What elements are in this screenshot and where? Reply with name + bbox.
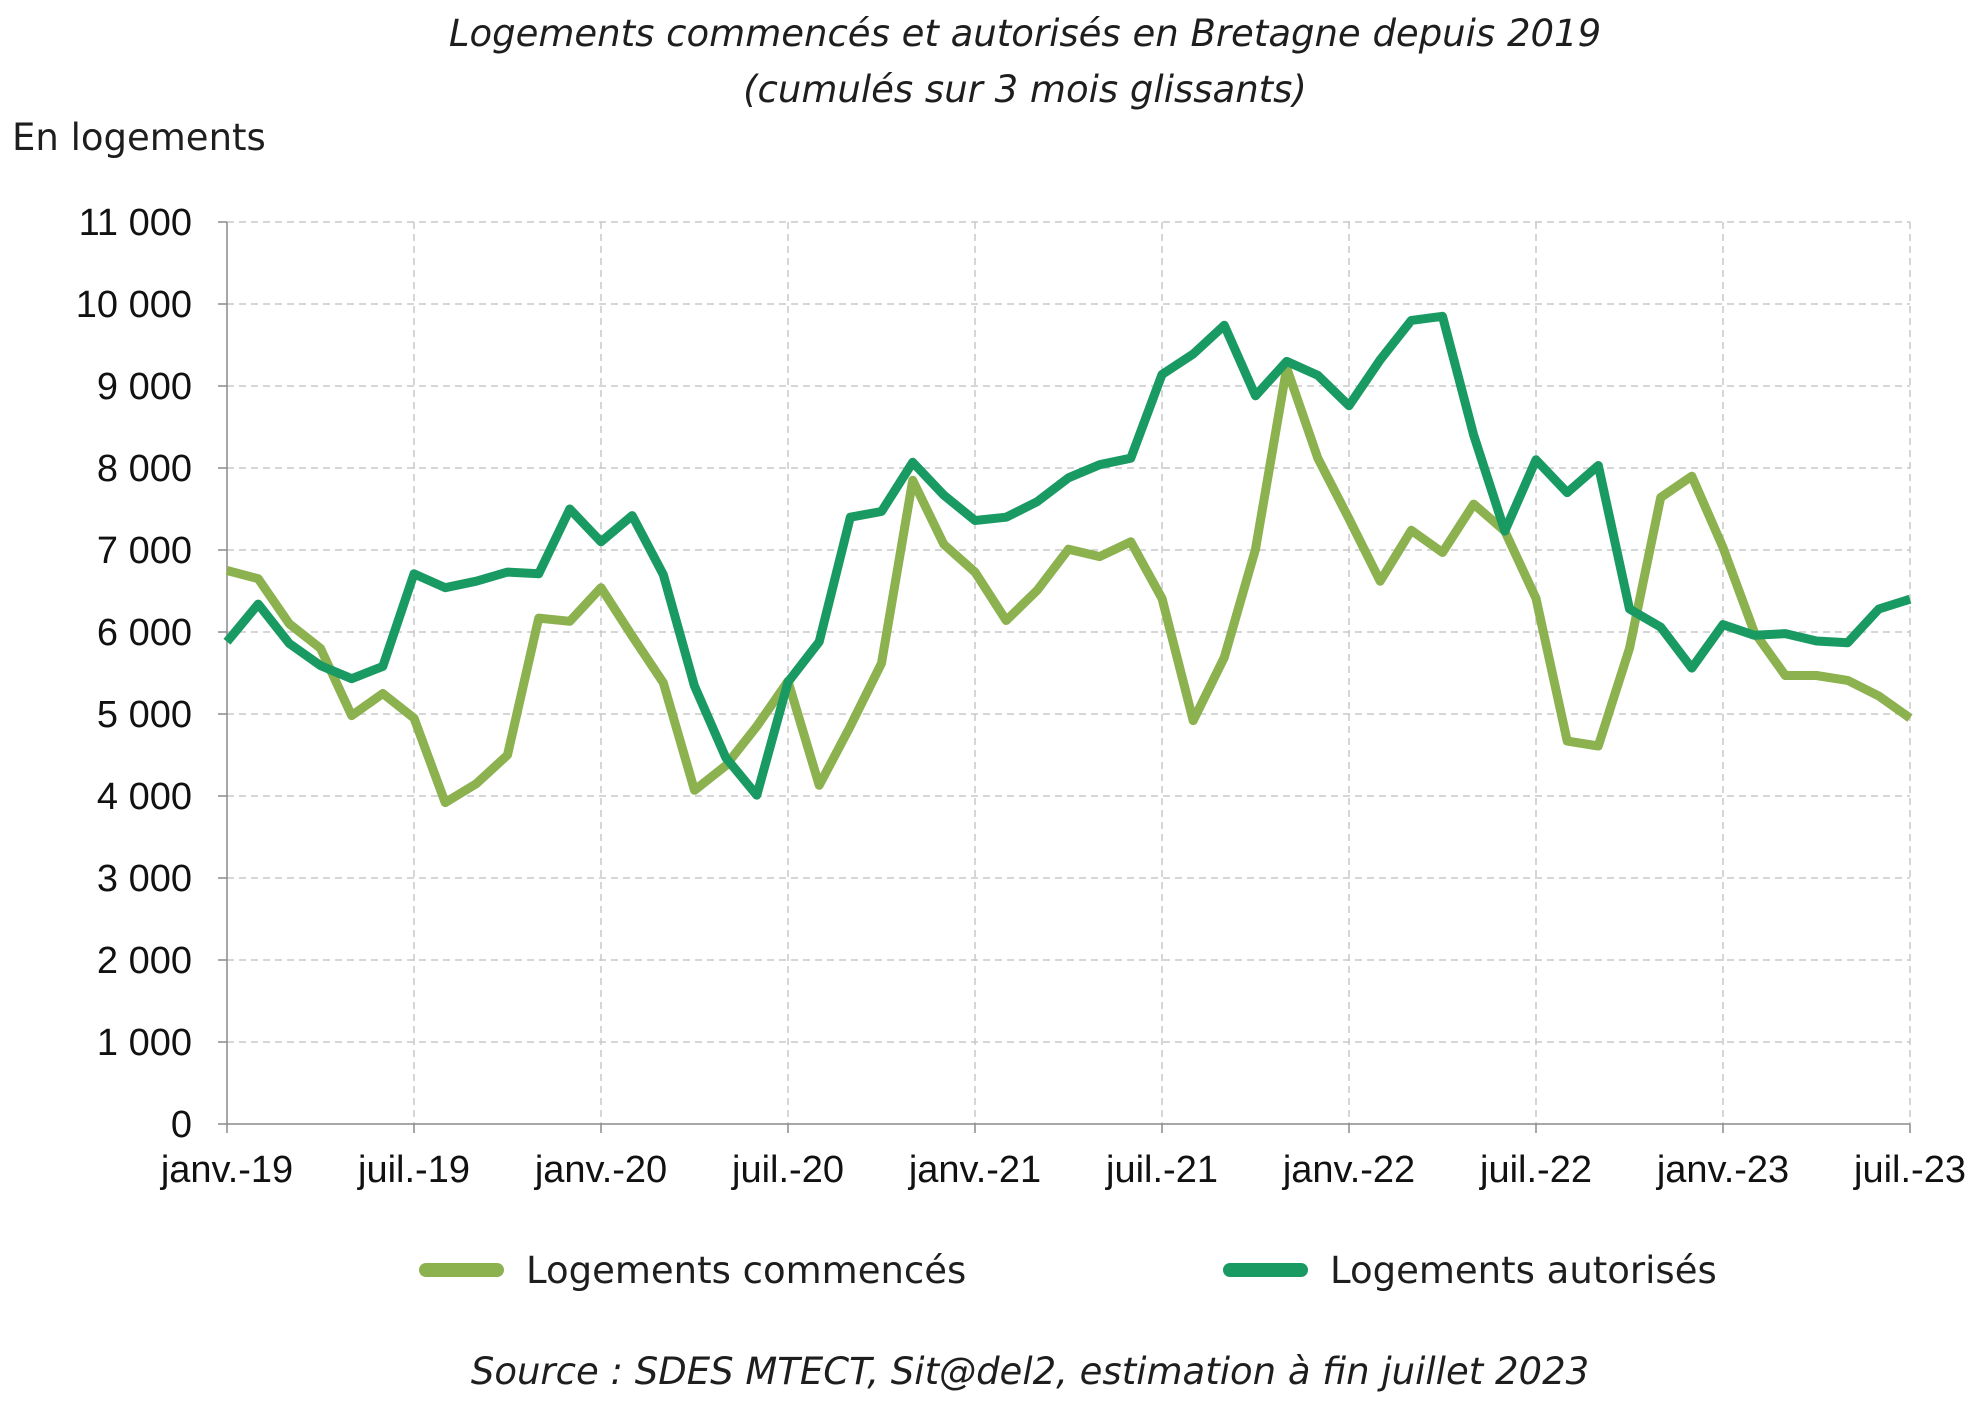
series-line-commences	[225, 363, 1913, 808]
legend-swatch-autorises	[1223, 1263, 1308, 1277]
y-tick-label: 9 000	[97, 366, 192, 408]
legend-label-commences: Logements commencés	[526, 1248, 967, 1292]
legend-item-commences: Logements commencés	[419, 1244, 966, 1296]
x-tick-label: janv.-23	[1656, 1149, 1789, 1191]
y-tick-label: 7 000	[97, 530, 192, 572]
series-lines	[223, 311, 1913, 808]
chart-title: Logements commencés et autorisés en Bret…	[448, 12, 1602, 55]
chart-subtitle: (cumulés sur 3 mois glissants)	[743, 68, 1307, 111]
y-tick-label: 1 000	[97, 1022, 192, 1064]
y-tick-label: 4 000	[97, 776, 192, 818]
y-tick-label: 8 000	[97, 448, 192, 490]
x-tick-label: juil.-19	[357, 1149, 470, 1191]
legend-label-autorises: Logements autorisés	[1330, 1248, 1717, 1292]
x-tick-label: juil.-21	[1105, 1149, 1218, 1191]
legend-swatch-commences	[419, 1263, 504, 1277]
x-tick-label: juil.-22	[1479, 1149, 1592, 1191]
x-tick-label: janv.-20	[534, 1149, 667, 1191]
x-tick-label: janv.-21	[908, 1149, 1041, 1191]
y-axis-label: En logements	[12, 116, 266, 159]
y-tick-label: 0	[171, 1104, 192, 1146]
axes	[218, 221, 1911, 1133]
series-line-autorises	[223, 311, 1912, 800]
y-tick-labels: 0 1 000 2 000 3 000 4 000 5 000 6 000 7 000 8 00…	[76, 202, 192, 1146]
x-tick-label: juil.-23	[1853, 1149, 1966, 1191]
y-tick-label: 2 000	[97, 940, 192, 982]
y-tick-label: 10 000	[76, 284, 192, 326]
legend-item-autorises: Logements autorisés	[1223, 1244, 1717, 1296]
y-tick-label: 6 000	[97, 612, 192, 654]
y-tick-label: 11 000	[79, 202, 192, 244]
x-tick-label: juil.-20	[731, 1149, 844, 1191]
source-note: Source : SDES MTECT, Sit@del2, estimatio…	[470, 1350, 1590, 1393]
y-tick-label: 3 000	[97, 858, 192, 900]
y-tick-label: 5 000	[97, 694, 192, 736]
gridlines	[227, 221, 1911, 1124]
x-tick-labels: janv.-19 juil.-19 janv.-20 juil.-20 janv.-21…	[160, 1149, 1966, 1191]
x-tick-label: janv.-19	[160, 1149, 293, 1191]
x-tick-label: janv.-22	[1282, 1149, 1415, 1191]
